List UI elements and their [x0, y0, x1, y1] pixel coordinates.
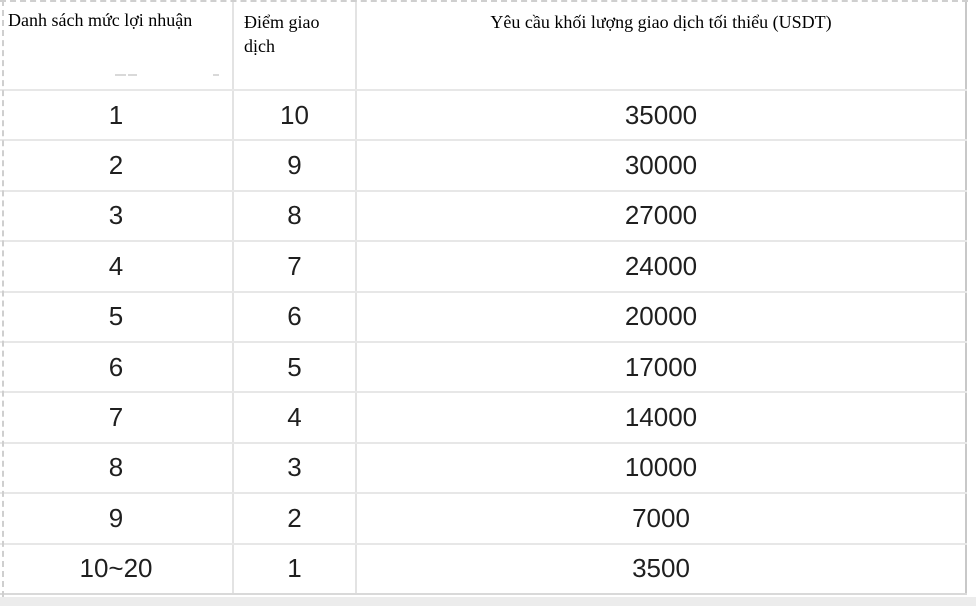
cell-volume: 24000: [356, 241, 967, 293]
profit-levels-table: Danh sách mức lợi nhuận Điểm giao dịch Y…: [0, 0, 967, 595]
cell-level: 2: [0, 140, 234, 192]
table-row: 10~20 1 3500: [0, 543, 967, 595]
header-row: Danh sách mức lợi nhuận Điểm giao dịch Y…: [0, 0, 967, 91]
header-trade-points: Điểm giao dịch: [233, 0, 357, 91]
faint-artifact-mark: [115, 74, 126, 76]
cell-points: 10: [233, 90, 357, 142]
cell-points: 2: [233, 493, 357, 545]
cell-level: 8: [0, 442, 234, 495]
cell-volume: 35000: [356, 90, 967, 142]
cell-points: 1: [233, 543, 357, 595]
table-row: 8 3 10000: [0, 442, 967, 495]
cell-level: 5: [0, 291, 234, 343]
cell-points: 6: [233, 291, 357, 343]
cell-level: 1: [0, 90, 234, 142]
cell-level: 3: [0, 190, 234, 243]
cell-volume: 17000: [356, 341, 967, 394]
cell-points: 3: [233, 442, 357, 495]
cell-level: 6: [0, 341, 234, 394]
bottom-gray-strip: [0, 597, 976, 606]
header-profit-levels: Danh sách mức lợi nhuận: [0, 0, 234, 91]
table-row: 4 7 24000: [0, 241, 967, 293]
cell-points: 4: [233, 392, 357, 444]
cell-volume: 7000: [356, 493, 967, 545]
cell-level: 10~20: [0, 543, 234, 595]
table-row: 7 4 14000: [0, 392, 967, 444]
cell-volume: 3500: [356, 543, 967, 595]
cell-points: 5: [233, 341, 357, 394]
table-row: 3 8 27000: [0, 190, 967, 243]
table-row: 1 10 35000: [0, 90, 967, 142]
cell-points: 9: [233, 140, 357, 192]
cell-points: 7: [233, 241, 357, 293]
cell-volume: 10000: [356, 442, 967, 495]
cell-volume: 30000: [356, 140, 967, 192]
cell-volume: 20000: [356, 291, 967, 343]
cell-volume: 14000: [356, 392, 967, 444]
cell-level: 7: [0, 392, 234, 444]
table-row: 6 5 17000: [0, 341, 967, 394]
cell-level: 9: [0, 493, 234, 545]
table-row: 5 6 20000: [0, 291, 967, 343]
cell-points: 8: [233, 190, 357, 243]
header-min-volume: Yêu cầu khối lượng giao dịch tối thiểu (…: [356, 0, 967, 91]
faint-artifact-mark: [128, 74, 137, 76]
faint-artifact-mark: [213, 74, 219, 76]
table-row: 9 2 7000: [0, 493, 967, 545]
table-row: 2 9 30000: [0, 140, 967, 192]
cell-volume: 27000: [356, 190, 967, 243]
cell-level: 4: [0, 241, 234, 293]
